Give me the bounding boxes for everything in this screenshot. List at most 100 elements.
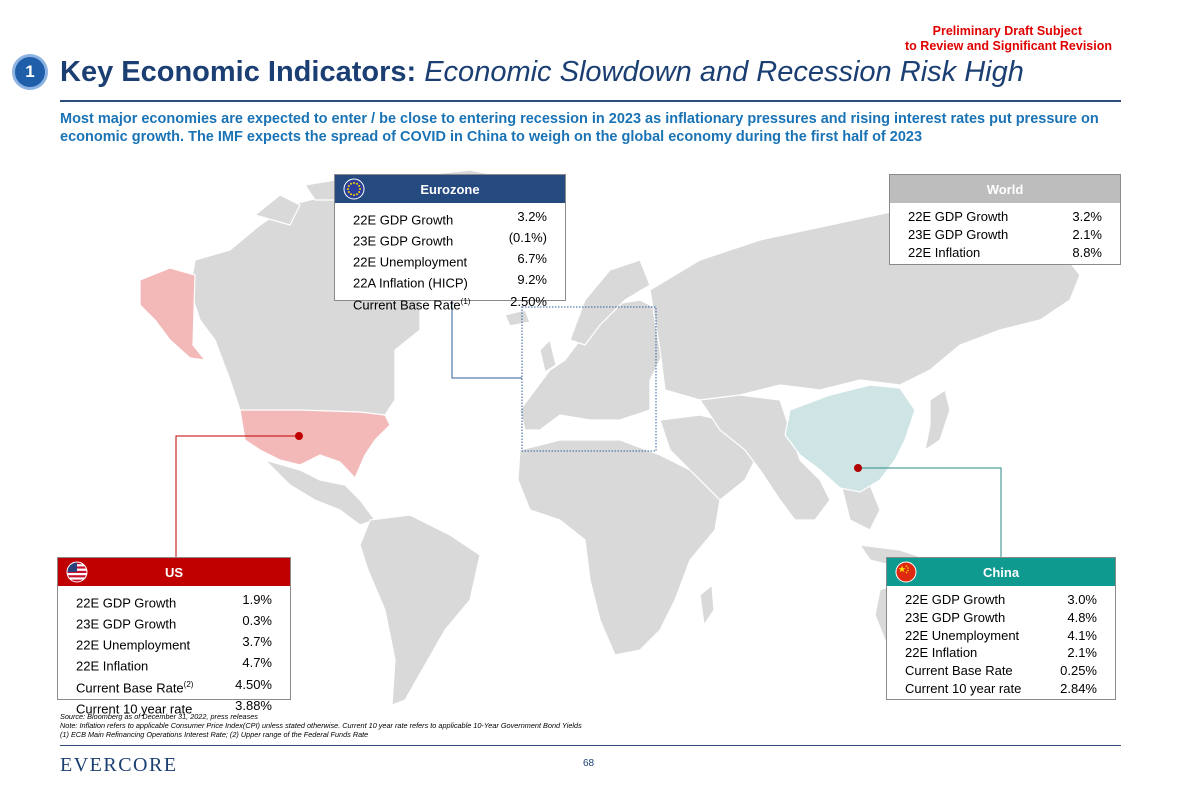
draft-notice: Preliminary Draft Subject to Review and … [905,24,1112,54]
draft-notice-line1: Preliminary Draft Subject [932,24,1082,38]
us-flag-icon [66,561,88,583]
map-japan [924,389,951,452]
us-marker-dot [295,432,303,440]
row-label: Current Base Rate(1) [353,296,471,312]
row-value: 4.8% [1067,609,1097,625]
row-value: 9.2% [517,272,547,288]
table-row: 22E GDP Growth 1.9% [76,591,272,612]
table-row: 22A Inflation (HICP) 9.2% [353,271,547,292]
us-header: US [58,558,290,586]
world-title: World [986,181,1024,197]
map-south-america [359,514,481,706]
footnotes: Source: Bloomberg as of December 31, 202… [60,712,582,739]
row-label: 22E Inflation [908,244,981,260]
map-south-asia [698,394,831,521]
table-row: 22E GDP Growth 3.0% [905,591,1097,609]
table-row: 22E GDP Growth 3.2% [353,208,547,229]
us-rows: 22E GDP Growth 1.9% 23E GDP Growth 0.3% 22… [58,586,290,722]
china-marker-dot [854,464,862,472]
row-label: 22E GDP Growth [905,592,1006,607]
table-row: Current 10 year rate 3.88% [76,697,272,718]
table-row: 22E GDP Growth 3.2% [908,208,1102,226]
footnote-definitions: (1) ECB Main Refinancing Operations Inte… [60,730,369,739]
china-connector [858,467,1002,557]
footnote-source: Source: Bloomberg as of December 31, 202… [60,712,258,721]
table-row: 23E GDP Growth 0.3% [76,612,272,633]
row-label: Current 10 year rate [905,680,1022,696]
china-panel: China 22E GDP Growth 3.0% 23E GDP Growth 4… [886,557,1116,700]
map-china [784,384,916,493]
eurozone-header: Eurozone [335,175,565,203]
map-africa [517,439,721,656]
row-value: 4.1% [1067,627,1097,643]
row-label: Current Base Rate [905,663,1013,679]
row-value: 6.7% [517,251,547,267]
row-value: 4.50% [235,676,272,692]
row-value: 0.3% [242,613,272,629]
row-value: 2.50% [510,293,547,309]
row-value: (0.1%) [508,230,547,246]
table-row: 22E Inflation 4.7% [76,654,272,675]
row-label: 23E GDP Growth [353,233,454,249]
table-row: 22E Unemployment 3.7% [76,633,272,654]
china-header: China [887,558,1115,586]
china-flag-icon [895,561,917,583]
row-value: 2.1% [1067,645,1097,661]
eurozone-region-frame [521,306,657,452]
map-usa [239,409,391,480]
china-title: China [982,564,1020,580]
row-label: 22E GDP Growth [908,209,1009,224]
table-row: Current 10 year rate 2.84% [905,680,1097,698]
row-value: 4.7% [242,655,272,671]
row-label: Current Base Rate(2) [76,679,194,695]
row-value: 2.1% [1072,226,1102,242]
world-header: World [890,175,1120,203]
world-panel: World 22E GDP Growth 3.2% 23E GDP Growth 2… [889,174,1121,265]
row-label: 22E Inflation [76,658,149,674]
page-subtitle: Most major economies are expected to ent… [60,111,1099,145]
row-label: 23E GDP Growth [908,226,1009,242]
table-row: 22E Inflation 2.1% [905,644,1097,662]
world-rows: 22E GDP Growth 3.2% 23E GDP Growth 2.1% 22… [890,203,1120,265]
page-title-bold: Key Economic Indicators: [60,56,417,88]
section-number-badge: 1 [12,54,48,90]
row-value: 3.7% [242,634,272,650]
table-row: 22E Unemployment 6.7% [353,250,547,271]
row-value: 3.0% [1067,592,1097,607]
table-row: Current Base Rate(2) 4.50% [76,676,272,697]
row-value: 3.88% [235,697,272,713]
row-label: 22E Unemployment [76,637,191,653]
table-row: 23E GDP Growth 4.8% [905,609,1097,627]
row-value: 3.2% [517,209,547,224]
row-value: 0.25% [1060,663,1097,679]
us-connector [175,435,299,557]
map-scandinavia [569,259,651,346]
eurozone-connector [451,300,522,379]
row-value: 2.84% [1060,680,1097,696]
table-row: Current Base Rate(1) 2.50% [353,293,547,314]
row-label: 22E Unemployment [353,254,468,270]
table-row: 22E Unemployment 4.1% [905,627,1097,645]
map-alaska [139,267,207,361]
page-number: 68 [583,758,595,769]
page-title: Key Economic Indicators: Economic Slowdo… [60,52,1024,92]
table-row: Current Base Rate 0.25% [905,662,1097,680]
map-uk [539,338,557,373]
title-divider [60,100,1121,102]
table-row: 23E GDP Growth (0.1%) [353,229,547,250]
eurozone-rows: 22E GDP Growth 3.2% 23E GDP Growth (0.1%) … [335,203,565,318]
footer-divider [60,745,1121,746]
row-label: 22E Unemployment [905,627,1020,643]
row-label: Current 10 year rate [76,700,193,716]
row-label: 22E Inflation [905,645,978,661]
row-value: 1.9% [242,592,272,607]
eurozone-title: Eurozone [420,181,480,197]
eurozone-panel: Eurozone 22E GDP Growth 3.2% 23E GDP Grow… [334,174,566,312]
evercore-logo: EVERCORE [60,754,178,776]
row-value: 3.2% [1072,209,1102,224]
page-title-italic: Economic Slowdown and Recession Risk Hig… [424,56,1024,88]
us-panel: US 22E GDP Growth 1.9% 23E GDP Growth 0.3%… [57,557,291,716]
row-label: 22E GDP Growth [353,212,454,228]
row-label: 23E GDP Growth [905,609,1006,625]
map-madagascar [699,583,715,627]
